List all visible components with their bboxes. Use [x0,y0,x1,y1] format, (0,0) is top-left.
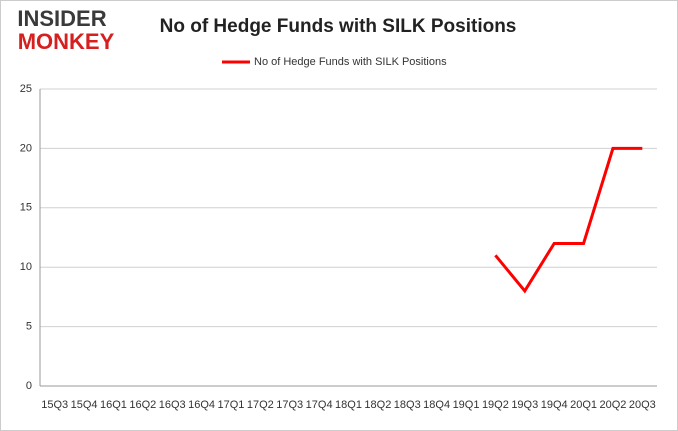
x-tick-label: 15Q3 [41,399,68,411]
x-tick-label: 19Q1 [453,399,480,411]
x-tick-label: 19Q2 [482,399,509,411]
x-tick-label: 19Q4 [541,399,568,411]
y-tick-label: 0 [26,380,32,392]
x-tick-label: 18Q1 [335,399,362,411]
x-tick-label: 17Q4 [306,399,333,411]
logo-line2: MONKEY [18,29,115,54]
x-tick-label: 18Q3 [394,399,421,411]
x-tick-label: 16Q1 [100,399,127,411]
x-tick-label: 17Q2 [247,399,274,411]
x-tick-label: 16Q2 [129,399,156,411]
y-tick-label: 5 [26,321,32,333]
chart-title: No of Hedge Funds with SILK Positions [160,16,517,37]
x-tick-label: 20Q3 [629,399,656,411]
x-tick-label: 16Q4 [188,399,215,411]
x-tick-label: 18Q4 [423,399,450,411]
x-tick-label: 20Q2 [599,399,626,411]
x-tick-label: 16Q3 [159,399,186,411]
x-tick-label: 17Q1 [218,399,245,411]
x-tick-label: 17Q3 [276,399,303,411]
y-tick-label: 25 [20,83,32,95]
legend-label: No of Hedge Funds with SILK Positions [254,56,447,68]
x-tick-label: 18Q2 [364,399,391,411]
x-tick-label: 20Q1 [570,399,597,411]
x-tick-label: 19Q3 [511,399,538,411]
x-tick-label: 15Q4 [71,399,98,411]
logo-line1: INSIDER [17,6,106,31]
y-tick-label: 10 [20,261,32,273]
data-line [494,146,643,294]
y-tick-label: 20 [20,142,32,154]
y-tick-label: 15 [20,202,32,214]
